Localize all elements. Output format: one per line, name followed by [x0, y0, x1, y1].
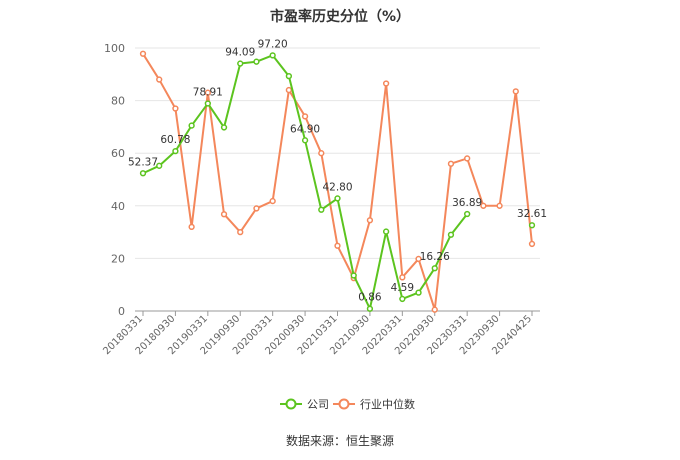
- data-point-industry-median: [480, 202, 487, 209]
- legend-marker-industry-median: [338, 398, 350, 410]
- data-label: 32.61: [517, 208, 547, 220]
- data-point-company: [382, 228, 390, 235]
- data-point-industry-median: [139, 50, 147, 57]
- data-point-industry-median: [301, 113, 309, 120]
- data-point-company: [464, 210, 471, 218]
- legend-label-industry-median: 行业中位数: [360, 397, 415, 411]
- data-label: 42.80: [322, 181, 352, 193]
- data-label: 94.09: [225, 47, 255, 59]
- data-point-company: [237, 60, 244, 67]
- chart-title: 市盈率历史分位（%）: [269, 9, 411, 25]
- data-point-company: [204, 100, 211, 107]
- data-point-company: [172, 147, 179, 155]
- data-point-industry-median: [318, 150, 325, 157]
- data-point-industry-median: [382, 80, 390, 87]
- data-label: 0.86: [358, 292, 382, 304]
- data-point-industry-median: [399, 274, 406, 281]
- data-point-company: [253, 58, 260, 65]
- data-point-company: [139, 170, 147, 177]
- data-point-company: [399, 295, 406, 303]
- data-point-company: [334, 195, 341, 202]
- legend-marker-company: [285, 398, 297, 410]
- data-point-company: [447, 231, 455, 238]
- data-point-company: [220, 124, 228, 131]
- data-label: 97.20: [258, 38, 288, 50]
- y-tick-label: 40: [111, 200, 125, 213]
- data-point-company: [285, 72, 293, 80]
- data-point-industry-median: [220, 211, 228, 218]
- legend-label-company: 公司: [307, 398, 329, 411]
- y-tick-label: 20: [111, 252, 125, 265]
- data-label: 78.91: [193, 86, 223, 98]
- series-line-company: [142, 54, 468, 310]
- data-point-company: [156, 162, 163, 169]
- data-point-industry-median: [415, 255, 422, 263]
- data-point-industry-median: [512, 88, 519, 95]
- data-point-industry-median: [237, 228, 244, 236]
- data-point-industry-median: [285, 86, 293, 94]
- data-label: 36.89: [452, 197, 482, 209]
- source-note: 数据来源：恒生聚源: [285, 434, 394, 448]
- data-point-company: [366, 305, 374, 312]
- data-point-company: [415, 289, 422, 296]
- y-tick-label: 60: [111, 147, 125, 160]
- data-point-company: [431, 265, 438, 272]
- data-point-company: [301, 137, 309, 144]
- y-tick-label: 80: [111, 95, 125, 108]
- data-point-industry-median: [334, 242, 341, 249]
- data-point-industry-median: [172, 105, 179, 112]
- data-label: 52.37: [128, 156, 158, 168]
- data-point-company: [318, 206, 325, 213]
- data-label: 16.26: [420, 251, 450, 263]
- data-point-industry-median: [204, 89, 211, 96]
- data-point-industry-median: [447, 160, 455, 167]
- data-point-industry-median: [464, 155, 471, 162]
- y-tick-label: 0: [118, 305, 125, 318]
- data-point-industry-median: [253, 205, 260, 212]
- data-point-company: [188, 122, 195, 129]
- data-point-industry-median: [496, 202, 503, 209]
- data-point-company: [269, 52, 276, 59]
- data-point-industry-median: [528, 240, 536, 248]
- data-label: 64.90: [290, 123, 320, 135]
- data-point-company: [350, 272, 357, 279]
- data-point-industry-median: [431, 306, 438, 313]
- data-point-company: [528, 222, 536, 229]
- data-point-industry-median: [156, 76, 163, 83]
- y-tick-label: 100: [104, 42, 125, 55]
- data-point-industry-median: [366, 217, 374, 224]
- data-label: 4.59: [391, 282, 414, 294]
- data-label: 60.78: [160, 134, 190, 146]
- data-point-industry-median: [188, 223, 195, 230]
- data-point-industry-median: [269, 197, 276, 205]
